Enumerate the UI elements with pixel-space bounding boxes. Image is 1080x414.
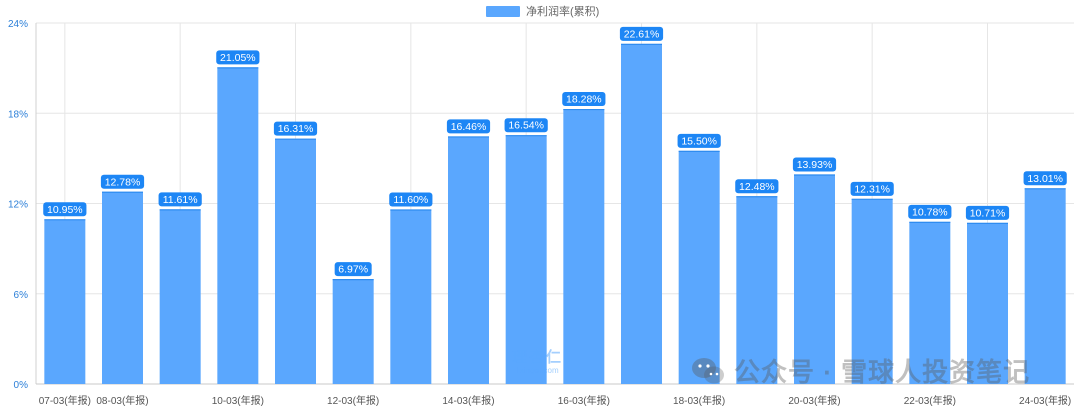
data-label: 15.50%: [681, 135, 717, 147]
bar[interactable]: [1024, 188, 1066, 384]
data-label-bg: [677, 133, 721, 148]
data-label: 16.54%: [508, 120, 544, 132]
bar[interactable]: [217, 67, 259, 384]
data-label: 10.95%: [47, 204, 83, 216]
bar[interactable]: [332, 279, 374, 384]
data-label-bg: [43, 202, 87, 217]
data-label: 13.01%: [1027, 173, 1063, 185]
y-tick-label: 24%: [8, 19, 28, 30]
bar[interactable]: [678, 150, 720, 384]
lixinger-watermark-text: 理杏仁: [512, 349, 564, 366]
bar[interactable]: [505, 135, 547, 384]
x-tick-label: 07-03(年报): [39, 394, 91, 407]
chart-legend[interactable]: 净利润率(累积): [486, 3, 599, 19]
data-label-bg: [158, 192, 202, 207]
y-tick-label: 0%: [14, 380, 29, 391]
data-label-bg: [965, 205, 1010, 220]
wechat-watermark-text: 公众号 · 雪球人投资笔记: [734, 357, 1031, 387]
data-label-bg: [1023, 171, 1067, 186]
lixinger-watermark-url: lixinger.com: [516, 366, 559, 375]
x-tick-label: 12-03(年报): [327, 394, 379, 407]
data-label: 18.28%: [566, 94, 602, 106]
bar[interactable]: [275, 138, 316, 384]
data-label-bg: [792, 157, 837, 172]
y-tick-label: 18%: [8, 109, 28, 120]
legend-label: 净利润率(累积): [526, 6, 600, 18]
legend-swatch: [486, 5, 520, 17]
x-tick-label: 16-03(年报): [558, 394, 610, 407]
x-tick-label: 14-03(年报): [442, 394, 494, 407]
data-label: 6.97%: [338, 264, 368, 276]
data-label: 12.31%: [854, 183, 890, 195]
bar[interactable]: [563, 109, 605, 384]
data-label: 12.78%: [105, 176, 141, 188]
data-label: 10.71%: [970, 207, 1006, 219]
data-label: 21.05%: [220, 52, 256, 64]
bar[interactable]: [736, 196, 778, 384]
x-tick-label: 20-03(年报): [788, 394, 840, 407]
data-label-bg: [562, 92, 606, 107]
y-tick-label: 12%: [8, 200, 28, 211]
data-label-bg: [504, 118, 548, 133]
data-label-bg: [850, 181, 894, 196]
data-label: 10.78%: [912, 206, 948, 218]
bar[interactable]: [44, 219, 86, 384]
data-label-bg: [273, 121, 318, 136]
data-label-bg: [446, 119, 491, 134]
data-label-bg: [100, 174, 145, 189]
x-tick-label: 10-03(年报): [212, 394, 264, 407]
lixinger-watermark: 理杏仁 lixinger.com: [512, 350, 563, 375]
x-tick-label: 08-03(年报): [96, 394, 148, 407]
data-label-bg: [216, 50, 260, 65]
data-label: 11.60%: [393, 194, 428, 206]
data-label: 16.46%: [451, 121, 487, 133]
x-tick-label: 18-03(年报): [673, 394, 725, 407]
bar[interactable]: [159, 209, 201, 384]
bar[interactable]: [967, 222, 1008, 384]
data-label: 16.31%: [278, 123, 314, 135]
bar[interactable]: [390, 209, 432, 384]
data-label-bg: [735, 179, 779, 194]
data-label: 11.61%: [163, 194, 198, 206]
data-label-bg: [908, 204, 952, 219]
x-tick-label: 22-03(年报): [904, 394, 956, 407]
bar[interactable]: [621, 43, 662, 384]
bar[interactable]: [851, 198, 893, 384]
data-label-bg: [389, 192, 433, 207]
wechat-watermark: 公众号 · 雪球人投资笔记: [690, 352, 1030, 389]
bar[interactable]: [448, 136, 489, 384]
data-label: 12.48%: [739, 181, 775, 193]
wechat-icon: [692, 357, 724, 383]
data-label: 13.93%: [797, 159, 833, 171]
data-label: 22.61%: [624, 28, 660, 40]
x-tick-label: 24-03(年报): [1019, 394, 1071, 407]
bar[interactable]: [102, 191, 143, 384]
bar[interactable]: [794, 174, 835, 384]
data-label-bg: [334, 262, 372, 277]
y-tick-label: 6%: [14, 290, 29, 301]
data-label-bg: [619, 26, 664, 41]
bar[interactable]: [909, 221, 951, 384]
